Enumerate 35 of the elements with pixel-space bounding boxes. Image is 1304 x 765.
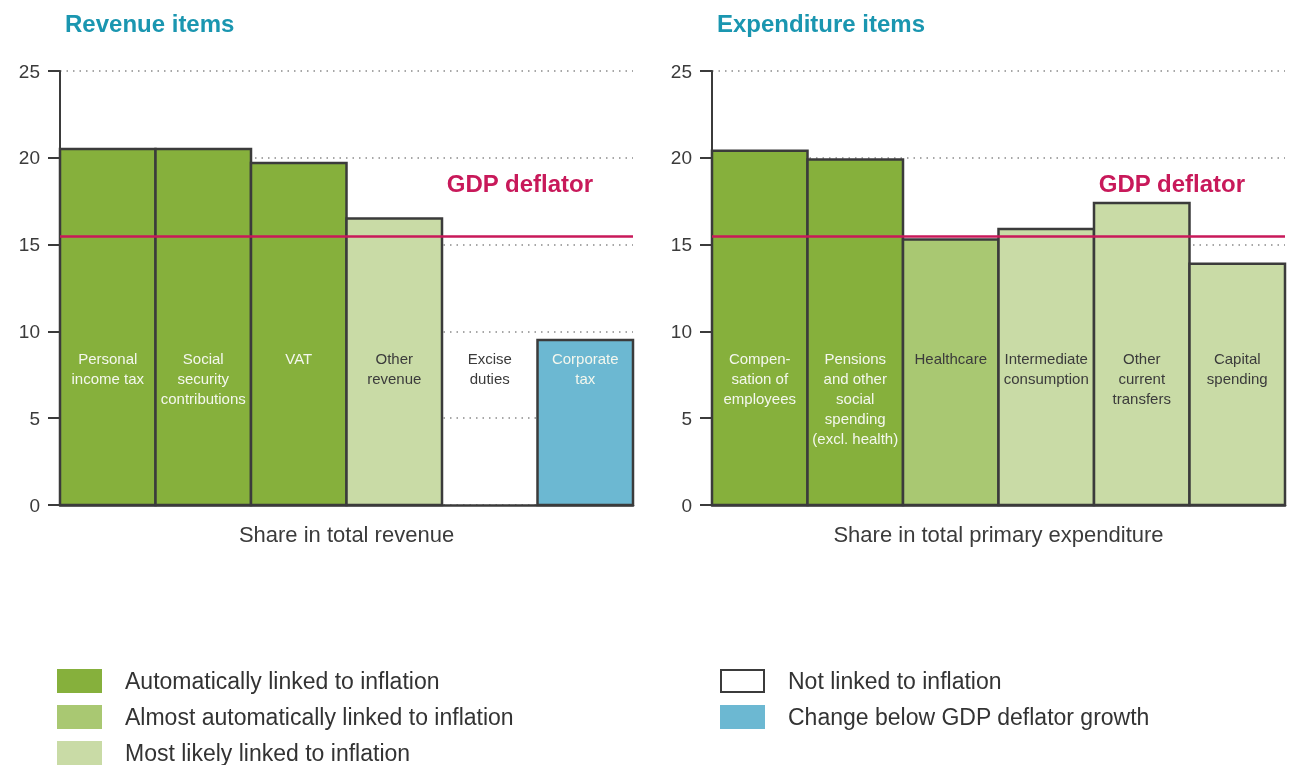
- x-tick-label: Pensions and other social spending (excl. health): [812, 350, 899, 448]
- y-tick-label: 25: [18, 60, 40, 82]
- chart-title: Expenditure items: [717, 9, 926, 37]
- y-tick-label: 0: [681, 494, 692, 516]
- legend-label: Most likely linked to inflation: [125, 739, 411, 765]
- ref-line-label: GDP deflator: [446, 170, 593, 198]
- x-tick-label: Excise duties: [467, 350, 512, 388]
- x-tick-label: Capital spending: [1206, 350, 1268, 388]
- legend-label: Automatically linked to inflation: [125, 667, 440, 695]
- x-axis-title: Share in total primary expenditure: [833, 521, 1164, 547]
- y-tick-label: 5: [681, 407, 692, 429]
- y-tick-label: 20: [18, 147, 40, 169]
- x-tick-label: Other current transfers: [1112, 350, 1171, 408]
- y-tick-label: 0: [29, 494, 40, 516]
- legend-label: Change below GDP deflator growth: [788, 703, 1150, 731]
- legend-label: Not linked to inflation: [788, 667, 1002, 695]
- y-tick-label: 20: [670, 147, 692, 169]
- y-tick-label: 5: [29, 407, 40, 429]
- y-tick-label: 10: [18, 320, 40, 342]
- chart-title: Revenue items: [65, 9, 235, 37]
- y-tick-label: 25: [670, 60, 692, 82]
- x-tick-label: Healthcare: [914, 350, 988, 368]
- legend-label: Almost automatically linked to inflation: [125, 703, 514, 731]
- y-tick-label: 10: [670, 320, 692, 342]
- x-tick-label: VAT: [285, 350, 313, 368]
- x-axis-title: Share in total revenue: [238, 521, 455, 547]
- ref-line-label: GDP deflator: [1098, 170, 1245, 198]
- x-tick-label: Personal income tax: [71, 350, 145, 388]
- y-tick-label: 15: [18, 234, 40, 256]
- x-tick-label: Corporate tax: [551, 350, 619, 388]
- x-tick-label: Intermediate consumption: [1003, 350, 1089, 388]
- x-tick-label: Compen-sation of employees: [723, 350, 797, 408]
- x-tick-label: Other revenue: [367, 350, 422, 388]
- y-tick-label: 15: [670, 234, 692, 256]
- x-tick-label: Social security contributions: [160, 350, 246, 408]
